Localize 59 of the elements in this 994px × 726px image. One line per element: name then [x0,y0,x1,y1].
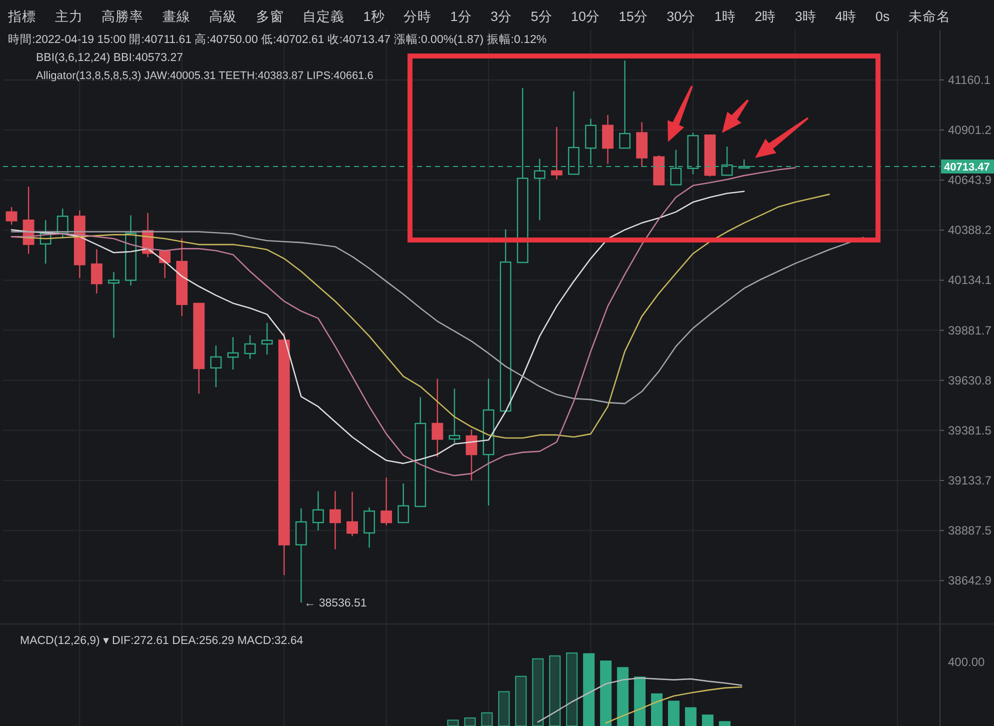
candlestick [261,322,273,356]
bar [498,691,510,726]
y-tick-label: 38887.5 [948,524,992,538]
annotation: 時間:2022-04-19 15:00 開:40711.61 高:40750.00 低:40702.61 收:40713.47 漲幅:0.00%(1.87) 振幅:0.12% [8,32,547,46]
candlestick [448,388,460,444]
annotation: Alligator(13,8,5,8,5,3) JAW:40005.31 TEETH:40383.87 LIPS:40661.6 [36,70,374,82]
candlestick [380,477,392,526]
text: MACD(12,26,9) ▾ DIF:272.61 DEA:256.29 MACD:32.64 [20,635,304,647]
bar [617,667,629,726]
bar [702,714,714,726]
bar [684,707,697,726]
y-tick-label: 40134.1 [948,273,992,288]
y-tick-label: 41160.1 [948,72,991,87]
candlestick [432,378,444,458]
candlestick [6,206,18,226]
y-tick-label: 38642.9 [948,574,992,588]
y-tick-label: 39630.8 [948,373,992,388]
candlestick [398,482,410,524]
candlestick [602,114,614,164]
candlestick [210,344,222,388]
candlestick [312,490,324,532]
bar [549,655,561,726]
candlestick [108,271,120,338]
y-tick-label: 39381.5 [948,423,992,438]
y-tick-label: 40901.2 [948,123,992,138]
candlestick [90,248,102,294]
candlestick [56,208,68,239]
bar [481,712,493,726]
annotation: BBI(3,6,12,24) BBI:40573.27 [36,52,184,64]
annotation: ← 38536.51 [304,598,367,610]
bar [464,717,476,726]
bar [651,693,663,726]
candlestick [244,334,256,360]
bar [718,721,730,726]
candlestick [330,490,341,550]
bar [566,652,578,726]
y-tick-label: 40388.2 [948,223,992,238]
candlestick [346,491,358,537]
bar [515,676,527,726]
candlestick [619,60,631,149]
y-tick-label: 39881.7 [948,323,992,338]
bar [634,676,646,726]
candlestick [295,508,307,604]
text: 400.00 [948,655,986,669]
line-series [10,167,796,476]
candlestick [159,250,171,279]
y-tick-label: 39133.7 [948,474,992,488]
bar [600,660,612,726]
candlestick [227,336,239,370]
bar [447,720,459,726]
bar [583,653,595,726]
text: 指標 主力 高勝率 畫線 高級 多窗 自定義 1秒 分時 1分 3分 5分 10分 15分 30分 1時 2時 3時 4時 0s 未命名 [7,9,950,24]
y-tick-label: 40643.9 [948,173,992,188]
ref-line-label: 40713.47 [944,162,990,174]
bar [532,658,544,726]
bar [668,700,680,726]
candlestick [550,126,562,180]
candlestick [364,506,375,548]
line-series [10,190,745,464]
